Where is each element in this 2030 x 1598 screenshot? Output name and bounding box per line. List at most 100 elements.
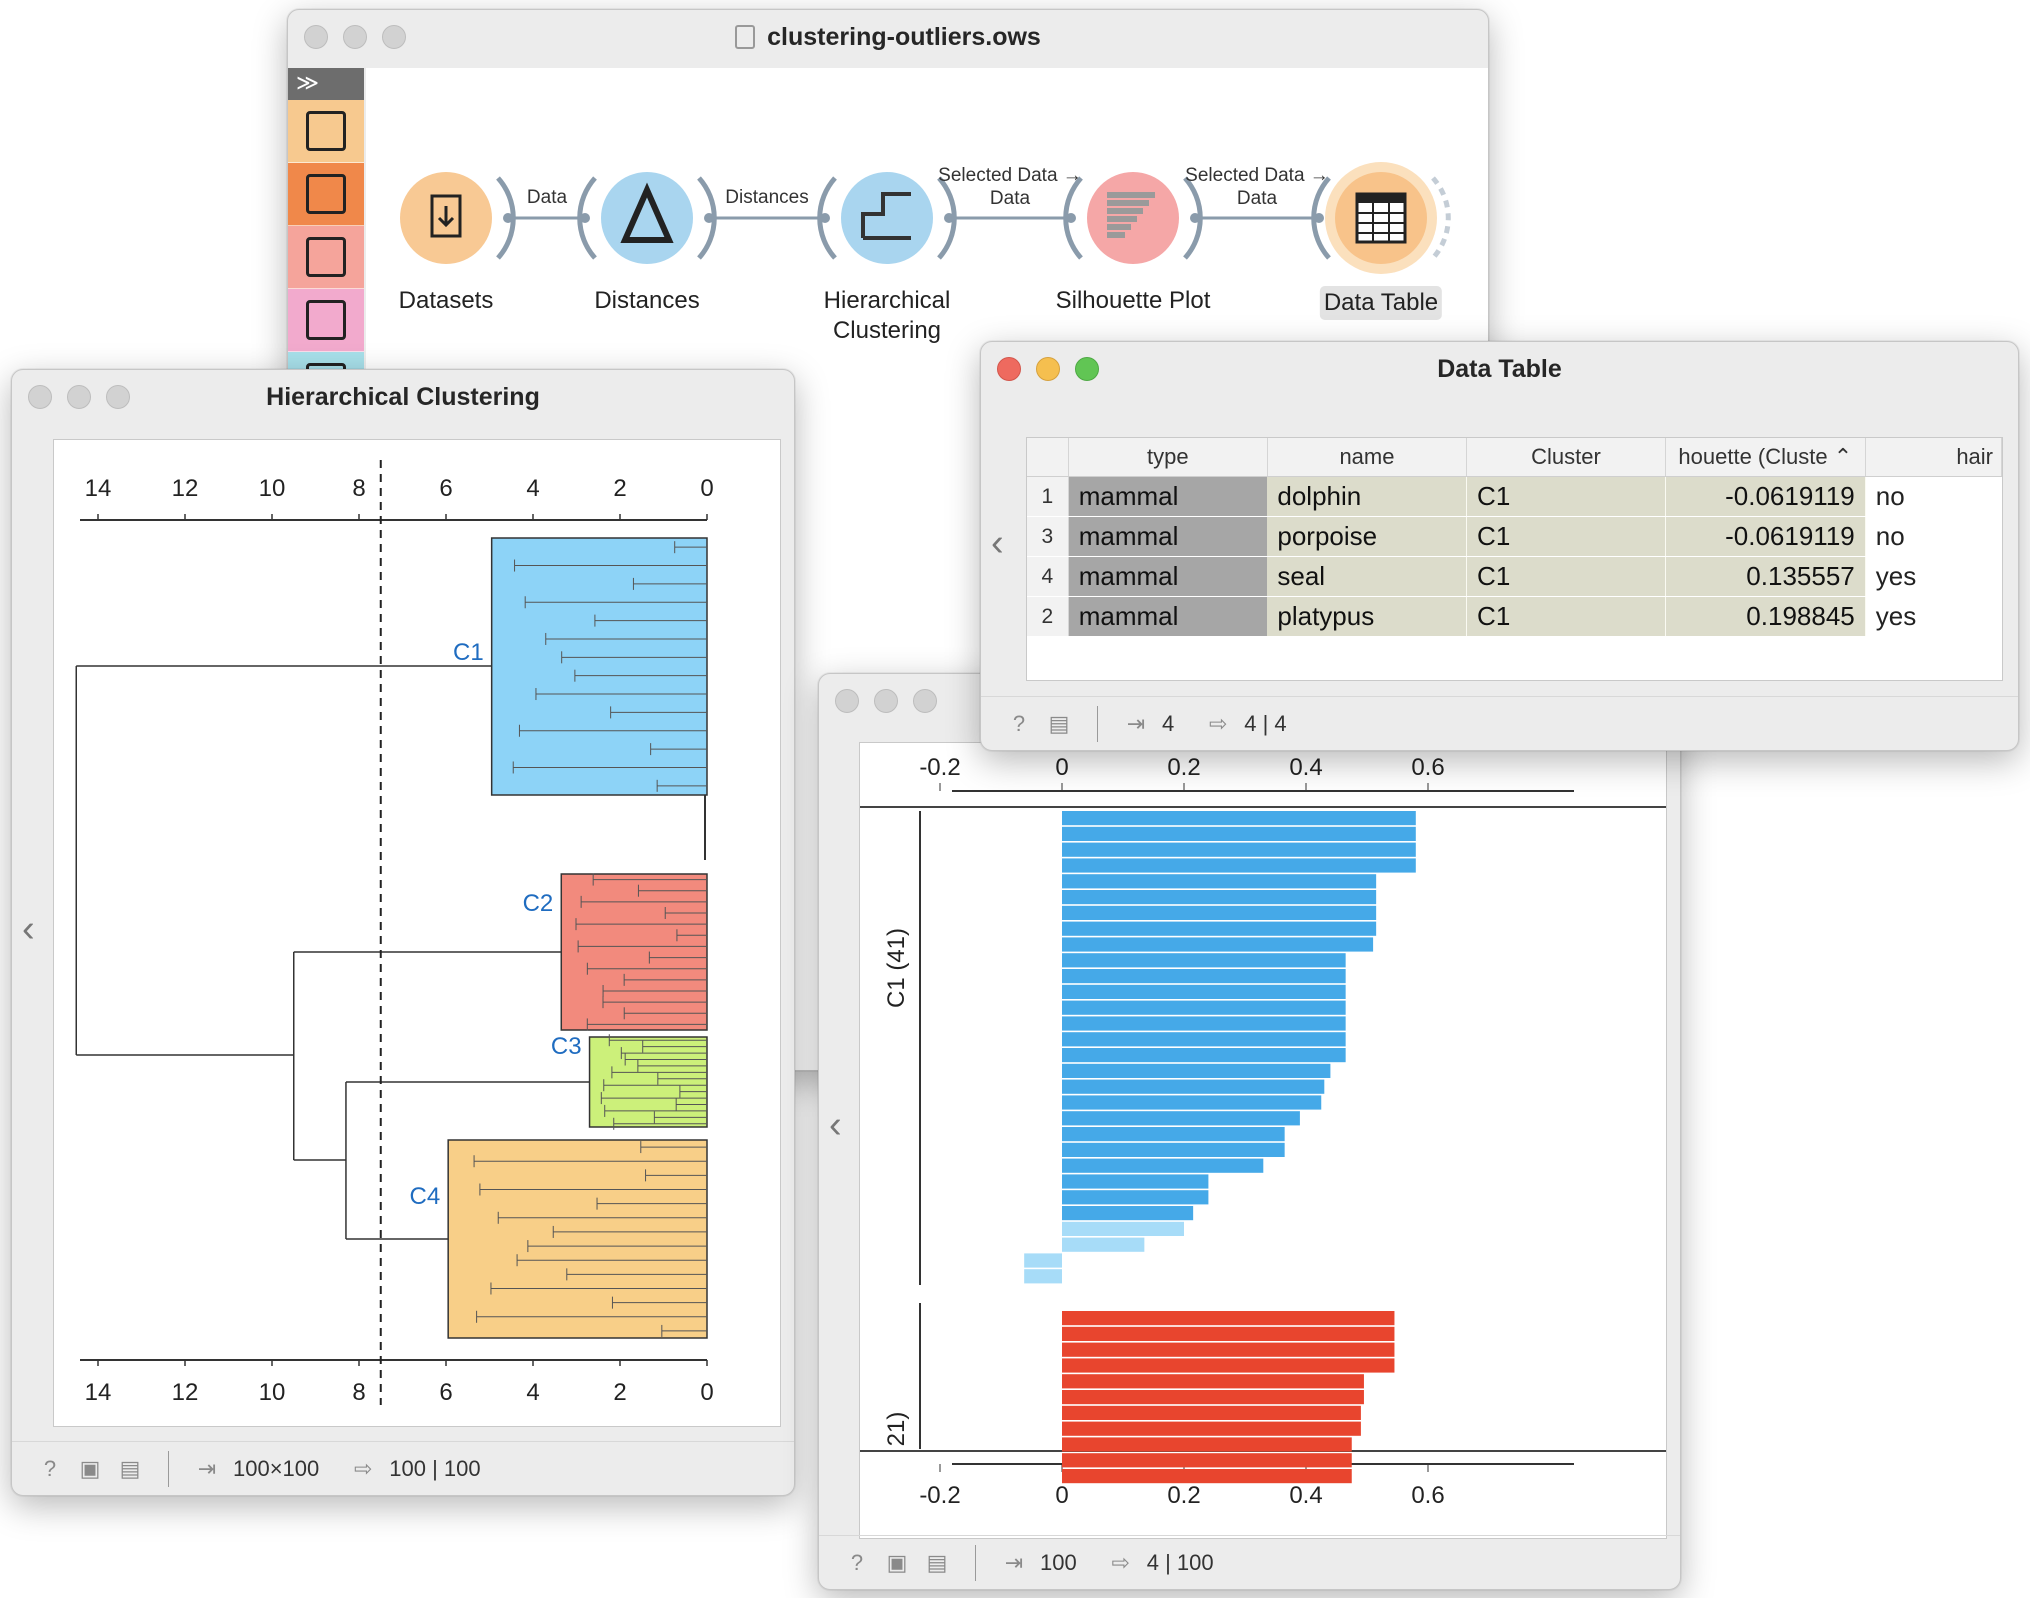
output-channel-arc (697, 176, 717, 260)
cell-silhouette[interactable]: -0.0619119 (1665, 516, 1866, 557)
help-icon[interactable]: ? (43, 1455, 57, 1481)
hc-titlebar: Hierarchical Clustering (12, 370, 794, 424)
column-header-type[interactable]: type (1068, 438, 1268, 477)
minimize-button[interactable] (1036, 357, 1060, 381)
silhouette-bar (1062, 826, 1416, 841)
transform-icon[interactable] (288, 163, 364, 226)
cell-cluster[interactable]: C1 (1466, 556, 1666, 597)
close-button[interactable] (835, 689, 859, 713)
silhouette-bars-icon (1107, 224, 1131, 230)
silhouette-bar (1062, 1206, 1194, 1221)
row-number[interactable]: 4 (1027, 556, 1069, 597)
toolbox-expand-toggle[interactable]: ≫ (288, 68, 364, 100)
file-download-icon (430, 194, 462, 238)
cell-type[interactable]: mammal (1068, 516, 1268, 557)
column-header-silhouette[interactable]: houette (Cluste ⌃ (1665, 438, 1866, 477)
report-icon[interactable]: ▤ (119, 1455, 141, 1481)
save-icon[interactable]: ▣ (886, 1549, 908, 1575)
output-anchor (704, 213, 714, 223)
zoom-button[interactable] (1075, 357, 1099, 381)
cell-silhouette[interactable]: 0.135557 (1665, 556, 1866, 597)
cell-hair[interactable]: yes (1865, 556, 2002, 597)
cell-name[interactable]: seal (1267, 556, 1468, 597)
cell-cluster[interactable]: C1 (1466, 516, 1666, 557)
hierarchy-icon[interactable] (288, 289, 364, 352)
canvas-titlebar: clustering-outliers.ows (288, 10, 1488, 64)
show-controls-arrow-icon[interactable]: ‹ (829, 1104, 842, 1146)
cell-type[interactable]: mammal (1068, 556, 1268, 597)
table-row[interactable]: 3 mammal porpoise C1 -0.0619119 no (1027, 516, 2002, 557)
cell-hair[interactable]: yes (1865, 596, 2002, 637)
silhouette-bar (1062, 1221, 1184, 1236)
minimize-button[interactable] (343, 25, 367, 49)
cell-name[interactable]: porpoise (1267, 516, 1468, 557)
help-icon[interactable]: ? (1012, 710, 1026, 736)
silhouette-bar (1062, 1127, 1285, 1142)
output-anchor (1190, 213, 1200, 223)
cluster-label-C4: C4 (409, 1183, 440, 1210)
close-button[interactable] (304, 25, 328, 49)
input-icon: ⇥ (197, 1455, 217, 1481)
minimize-button[interactable] (67, 385, 91, 409)
axis-tick-label: 10 (259, 475, 286, 502)
node-label[interactable]: Silhouette Plot (1055, 287, 1211, 314)
cell-silhouette[interactable]: 0.198845 (1665, 596, 1866, 637)
minimize-button[interactable] (874, 689, 898, 713)
silhouette-bars-icon (1107, 208, 1143, 214)
delta-icon (620, 182, 674, 243)
column-header-name[interactable]: name (1267, 438, 1468, 477)
cell-name[interactable]: dolphin (1267, 476, 1468, 517)
workflow-graph (400, 162, 1451, 274)
close-button[interactable] (28, 385, 52, 409)
dendrogram-panel[interactable]: 14 12 10 8 6 4 2 0 14 12 10 8 6 4 2 0 C1 C2 C3 C4 (53, 439, 781, 1427)
row-number[interactable]: 3 (1027, 516, 1069, 557)
node-label[interactable]: Datasets (398, 287, 494, 314)
document-icon (735, 25, 756, 49)
cell-type[interactable]: mammal (1068, 476, 1268, 517)
help-icon[interactable]: ? (850, 1549, 864, 1575)
cell-hair[interactable]: no (1865, 516, 2002, 557)
report-icon[interactable]: ▤ (926, 1549, 948, 1575)
cell-silhouette[interactable]: -0.0619119 (1665, 476, 1866, 517)
cluster-label-C2: C2 (523, 890, 554, 917)
silhouette-bar (1062, 1390, 1364, 1405)
save-icon[interactable]: ▣ (79, 1455, 101, 1481)
dt-titlebar: Data Table (981, 342, 2018, 396)
cell-cluster[interactable]: C1 (1466, 476, 1666, 517)
close-button[interactable] (997, 357, 1021, 381)
silhouette-panel[interactable]: -0.2 -0.2 0 0 0.2 0.2 0.4 0.4 0.6 0.6 C1 (41) 21) (859, 742, 1667, 1539)
cell-hair[interactable]: no (1865, 476, 2002, 517)
row-number[interactable]: 2 (1027, 596, 1069, 637)
node-label[interactable]: Hierarchical Clustering (823, 287, 951, 344)
table-row[interactable]: 4 mammal seal C1 0.135557 yes (1027, 556, 2002, 597)
cell-cluster[interactable]: C1 (1466, 596, 1666, 637)
axis-tick-label: 4 (526, 475, 539, 502)
silhouette-bar (1062, 921, 1377, 936)
column-header-hair[interactable]: hair (1865, 438, 2002, 477)
cell-name[interactable]: platypus (1267, 596, 1468, 637)
table-row[interactable]: 1 mammal dolphin C1 -0.0619119 no (1027, 476, 2002, 517)
table-row[interactable]: 2 mammal platypus C1 0.198845 yes (1027, 596, 2002, 637)
node-label[interactable]: Data Table (1319, 286, 1443, 320)
data-table-icon[interactable] (288, 100, 364, 163)
column-header-cluster[interactable]: Cluster (1466, 438, 1666, 477)
axis-tick-label: 0.4 (1289, 754, 1322, 781)
window-title: clustering-outliers.ows (767, 22, 1041, 51)
axis-tick-label: 14 (85, 1379, 112, 1406)
silhouette-bar (1062, 1421, 1361, 1436)
show-controls-arrow-icon[interactable]: ‹ (991, 522, 1004, 564)
cell-type[interactable]: mammal (1068, 596, 1268, 637)
zoom-button[interactable] (382, 25, 406, 49)
axis-tick-label: 12 (172, 475, 199, 502)
node-label[interactable]: Distances (594, 287, 700, 314)
scatter-plot-icon[interactable] (288, 226, 364, 289)
zoom-button[interactable] (106, 385, 130, 409)
table-view[interactable]: type name Cluster houette (Cluste ⌃ hair… (1026, 437, 2003, 681)
show-controls-arrow-icon[interactable]: ‹ (22, 908, 35, 950)
output-anchor (944, 213, 954, 223)
row-number[interactable]: 1 (1027, 476, 1069, 517)
report-icon[interactable]: ▤ (1048, 710, 1070, 736)
zoom-button[interactable] (913, 689, 937, 713)
silhouette-bar (1062, 1453, 1352, 1468)
corner-button[interactable] (1027, 438, 1069, 477)
